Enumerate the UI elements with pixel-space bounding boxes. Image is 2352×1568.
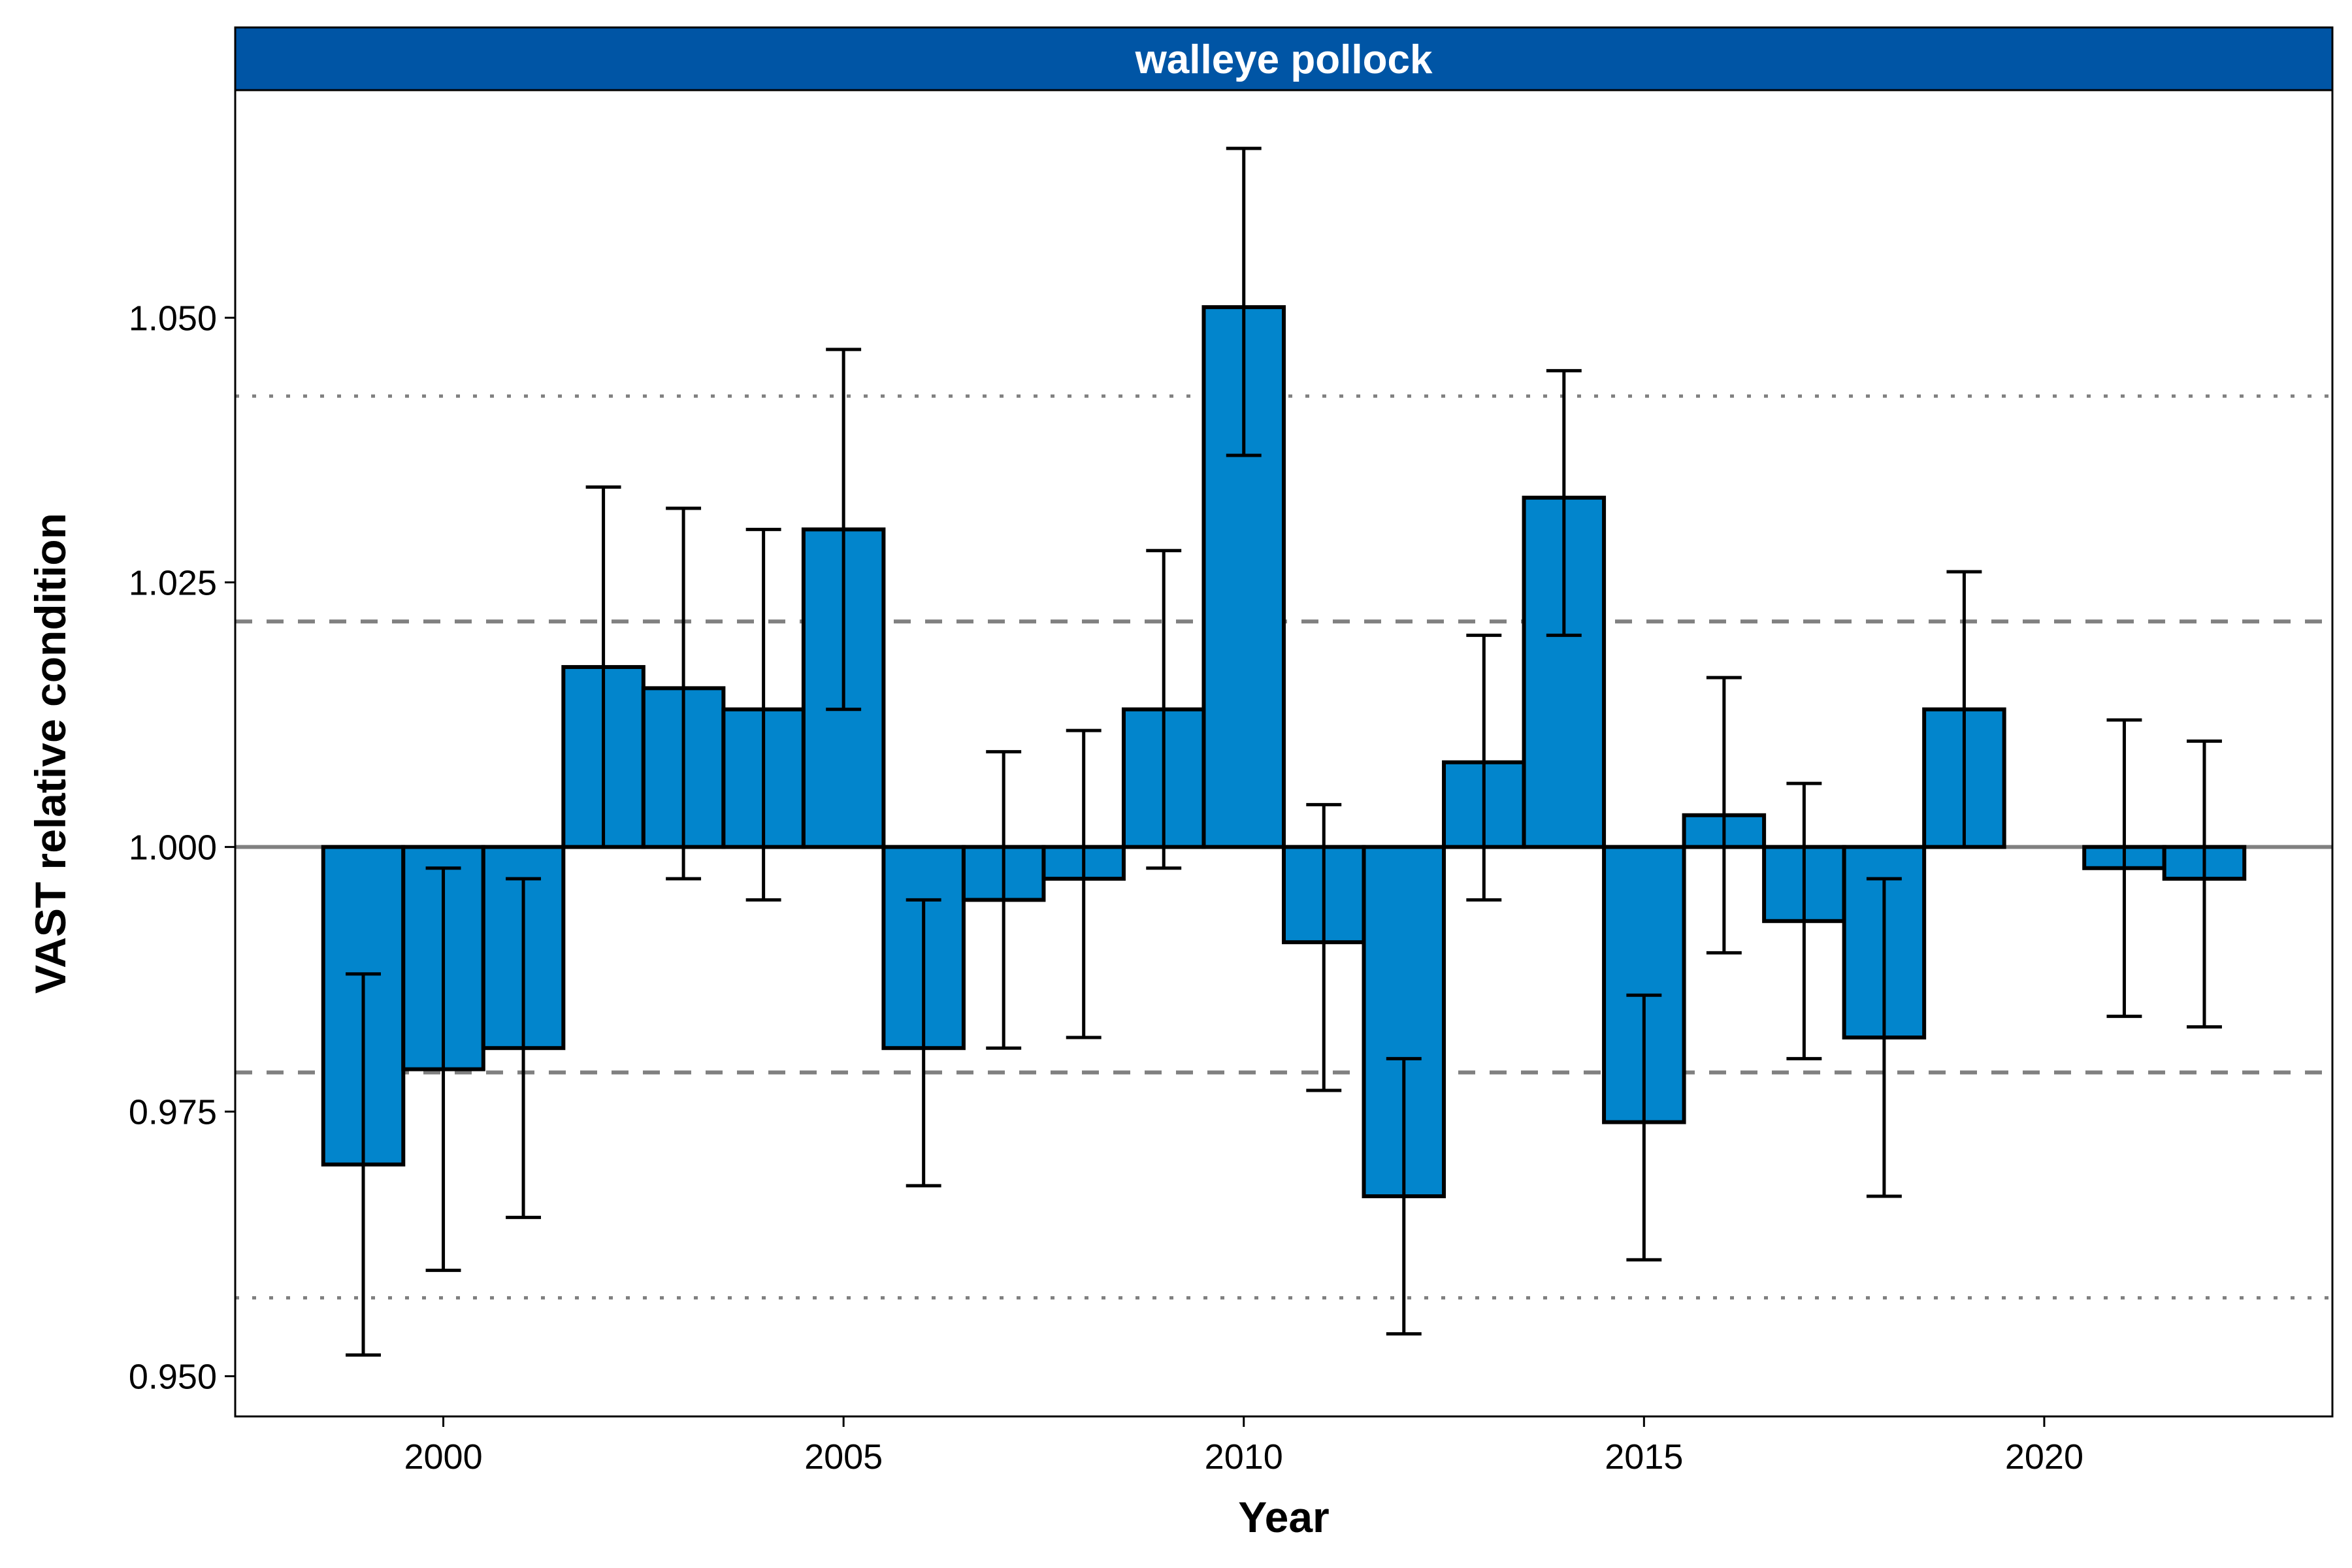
y-tick-label: 1.050 xyxy=(129,299,217,338)
y-tick-label: 1.025 xyxy=(129,563,217,602)
x-axis-title: Year xyxy=(1238,1493,1329,1541)
x-tick-label: 2020 xyxy=(2005,1437,2083,1477)
y-tick-label: 0.950 xyxy=(129,1357,217,1396)
x-tick-label: 2005 xyxy=(804,1437,883,1477)
panel-title: walleye pollock xyxy=(1135,37,1433,82)
plot-border xyxy=(234,89,2334,1418)
y-tick-label: 0.975 xyxy=(129,1092,217,1132)
x-tick-label: 2000 xyxy=(404,1437,482,1477)
y-axis-title: VAST relative condition xyxy=(26,513,74,994)
y-tick-label: 1.000 xyxy=(129,828,217,867)
x-tick-label: 2015 xyxy=(1605,1437,1683,1477)
strip-background xyxy=(234,26,2334,91)
x-axis: 2000 2005 2010 2015 2020 xyxy=(404,1416,2083,1477)
error-bars xyxy=(346,146,2222,1357)
bar-2014 xyxy=(1522,495,1607,849)
x-tick-label: 2010 xyxy=(1205,1437,1283,1477)
y-axis: 0.950 0.975 1.000 1.025 1.050 xyxy=(129,299,235,1396)
